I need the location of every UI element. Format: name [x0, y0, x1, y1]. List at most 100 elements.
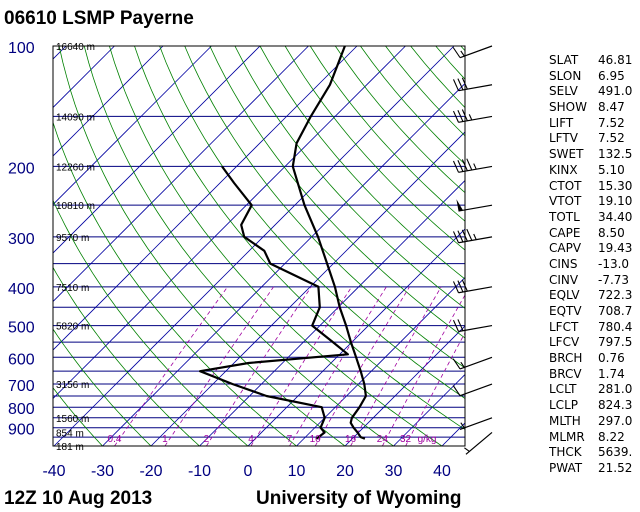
index-name: SLAT — [549, 53, 579, 67]
index-value: 708.7 — [598, 304, 633, 318]
index-value: 0.76 — [598, 351, 625, 366]
wind-barb-column — [452, 45, 493, 455]
index-name: BRCV — [549, 366, 582, 381]
mixing-ratio-label: 2 — [204, 434, 210, 445]
index-row: LFCV 797.5 — [549, 335, 639, 351]
height-label: 7510 m — [56, 283, 89, 294]
mixing-ratio-lines — [114, 286, 465, 446]
index-row: PWAT 21.52 — [549, 461, 639, 477]
temperature-tick-label: -20 — [139, 463, 162, 480]
index-name: LFCT — [549, 319, 579, 334]
temperature-tick-label: -30 — [91, 463, 114, 480]
index-name: CAPE — [549, 225, 581, 240]
mixing-ratio-label: 24 — [377, 434, 389, 445]
temperature-tick-label: 20 — [336, 463, 354, 480]
index-name: MLMR — [549, 429, 585, 444]
mixing-ratio-label: 7 — [287, 434, 293, 445]
index-name: EQTV — [549, 304, 582, 318]
index-name: SLON — [549, 68, 582, 83]
height-label: 14090 m — [56, 112, 95, 123]
sounding-profiles — [199, 46, 367, 440]
wind-barb — [452, 109, 493, 123]
isotherm--10 — [199, 179, 465, 446]
pressure-tick-label: 200 — [8, 160, 35, 177]
index-name: LFTV — [549, 131, 578, 146]
index-value: 132.5 — [598, 147, 633, 162]
index-value: 722.3 — [598, 288, 633, 303]
index-value: 7.52 — [598, 131, 625, 146]
height-label: 16640 m — [56, 42, 95, 53]
temperature-tick-label: 10 — [288, 463, 306, 480]
index-row: LCLP 824.3 — [549, 398, 639, 414]
index-name: SWET — [549, 147, 584, 162]
wind-barb — [464, 431, 493, 455]
dry-adiabat — [159, 46, 465, 399]
dry-adiabat — [309, 46, 465, 222]
mixing-ratio-label: 4 — [248, 434, 254, 445]
index-value: 8.22 — [598, 429, 625, 444]
pressure-tick-label: 300 — [8, 231, 35, 248]
pressure-tick-label: 400 — [8, 281, 35, 298]
index-name: TOTL — [549, 209, 580, 224]
mixing-ratio-label: 10 — [310, 434, 322, 445]
index-value: 5.10 — [598, 162, 625, 177]
data-source: University of Wyoming — [256, 488, 462, 509]
isobar-lines — [53, 46, 465, 446]
mixing-ratio-line — [164, 286, 274, 446]
index-value: 21.52 — [598, 460, 633, 475]
index-value: 6.95 — [598, 68, 625, 83]
isotherm--40 — [53, 46, 455, 446]
mixing-ratio-line — [381, 294, 465, 446]
index-row: SLON 6.95 — [549, 69, 639, 85]
dry-adiabat — [134, 46, 465, 430]
index-name: BRCH — [549, 351, 583, 366]
plot-frame — [52, 45, 466, 447]
index-row: LIFT 7.52 — [549, 116, 639, 132]
height-label: 181 m — [56, 442, 84, 453]
mixing-ratio-line — [250, 286, 352, 446]
index-value: 824.3 — [598, 398, 633, 413]
index-name: SHOW — [549, 100, 587, 115]
wind-barb — [452, 319, 493, 333]
index-name: PWAT — [549, 460, 583, 475]
index-value: 797.5 — [598, 335, 633, 350]
index-row: VTOT 19.10 — [549, 194, 639, 210]
index-value: 491.0 — [598, 84, 633, 99]
index-row: CTOT 15.30 — [549, 179, 639, 195]
mixing-ratio-line — [114, 286, 228, 446]
pressure-tick-label: 600 — [8, 351, 35, 368]
wind-barb — [456, 199, 493, 212]
index-name: KINX — [549, 162, 578, 177]
index-name: LFCV — [549, 335, 580, 350]
isotherm-20 — [344, 325, 465, 446]
stability-indices-list: SLAT 46.81 SLON 6.95 SELV 491.0 SHOW 8.47 LIFT 7.… — [549, 53, 639, 477]
index-value: 7.52 — [598, 115, 625, 130]
observation-time: 12Z 10 Aug 2013 — [4, 488, 153, 509]
pressure-tick-label: 500 — [8, 320, 35, 337]
mixing-ratio-label: 1 — [162, 434, 168, 445]
wind-barb — [452, 158, 493, 173]
isotherm--20 — [150, 131, 465, 446]
index-row: TOTL 34.40 — [549, 210, 639, 226]
index-row: BRCV 1.74 — [549, 367, 639, 383]
height-label: 5820 m — [56, 322, 89, 333]
pressure-tick-label: 100 — [8, 40, 35, 57]
index-value: 19.43 — [598, 241, 633, 256]
temperature-tick-label: -40 — [42, 463, 65, 480]
index-value: 5639. — [598, 445, 633, 460]
height-label: 3156 m — [56, 380, 89, 391]
isotherm-0 — [247, 228, 465, 446]
height-label: 9570 m — [56, 233, 89, 244]
index-name: LCLT — [549, 382, 577, 397]
dry-adiabat — [209, 46, 465, 339]
index-name: LCLP — [549, 398, 578, 413]
wind-barb — [452, 228, 493, 244]
index-row: SLAT 46.81 — [549, 53, 639, 69]
isotherm--70 — [53, 46, 309, 303]
dry-adiabat — [284, 46, 465, 251]
temperature-profile — [291, 46, 367, 440]
pressure-tick-label: 700 — [8, 378, 35, 395]
mixing-ratio-unit: g/kg — [418, 434, 437, 445]
dry-adiabat — [234, 46, 465, 309]
isotherm--90 — [53, 46, 212, 206]
